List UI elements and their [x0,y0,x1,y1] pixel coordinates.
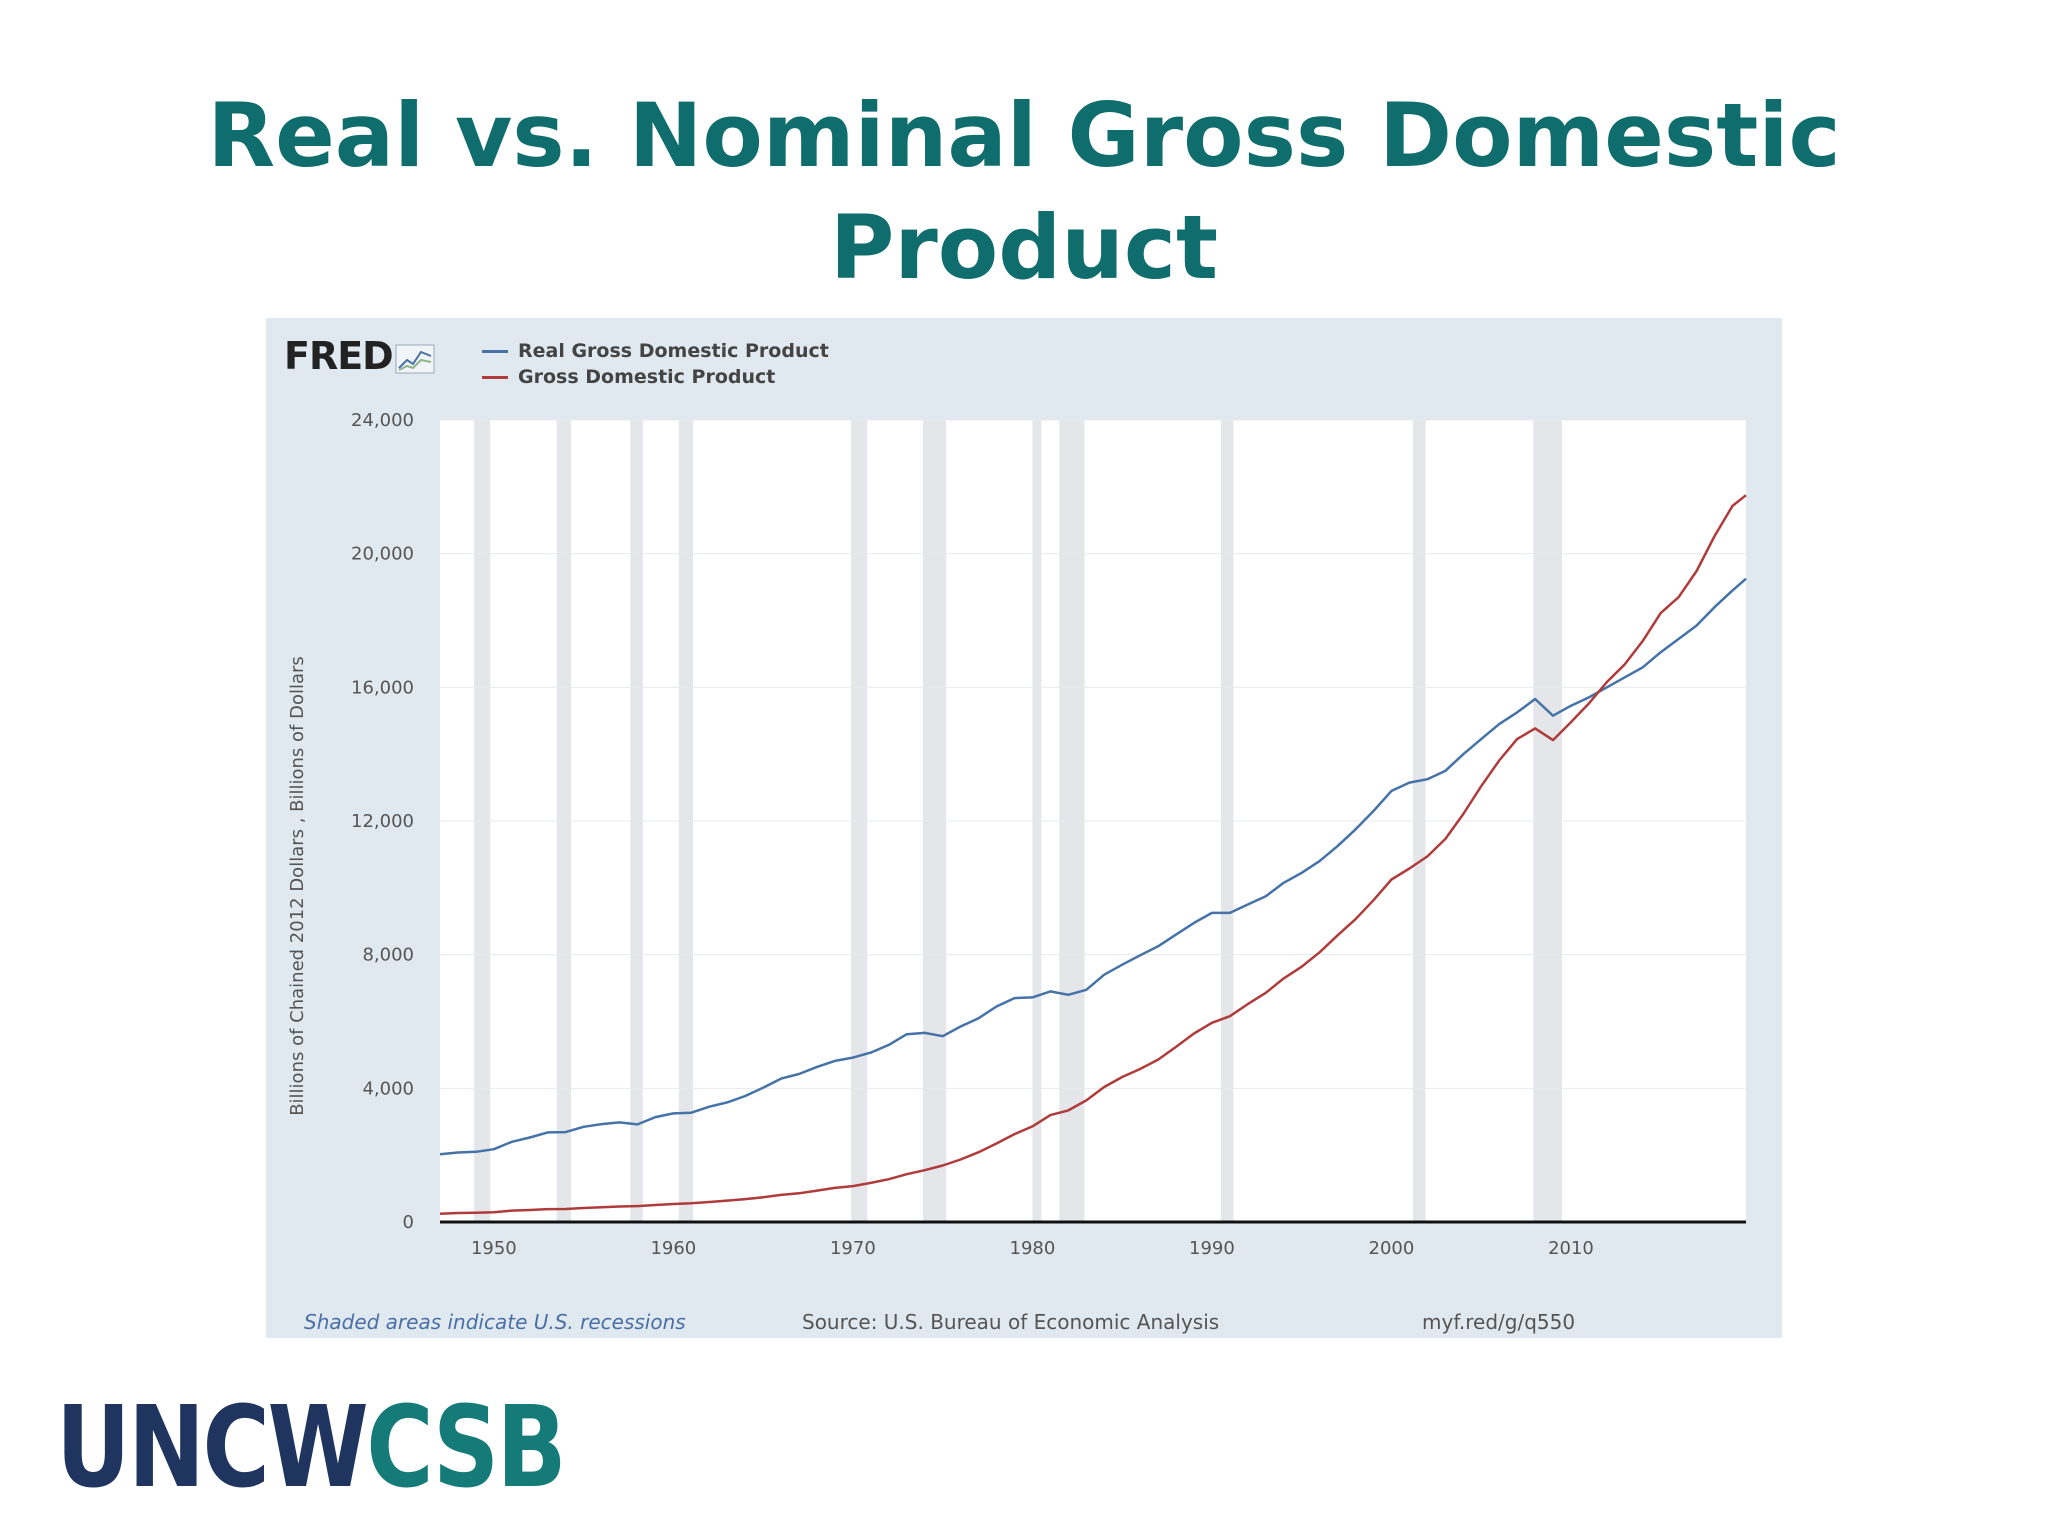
legend-label-real-gdp: Real Gross Domestic Product [518,340,829,362]
x-tick-label: 1980 [1010,1238,1056,1259]
legend-swatch-nominal-gdp [482,375,508,379]
y-axis-label: Billions of Chained 2012 Dollars , Billi… [287,656,308,1116]
x-tick-label: 1990 [1189,1238,1235,1259]
series-line-nominal-gdp [439,494,1747,1216]
x-tick-label: 2000 [1369,1238,1415,1259]
y-tick-label: 8,000 [362,945,414,966]
fred-graph-icon [395,344,435,373]
x-tick-label: 1970 [830,1238,876,1259]
legend-label-nominal-gdp: Gross Domestic Product [518,366,776,388]
y-tick-label: 16,000 [351,677,414,698]
chart-panel: 0 4,000 8,000 12,000 16,000 20,000 24,000 1950 1… [266,318,1782,1338]
y-tick-label: 24,000 [351,410,414,431]
legend-swatch-real-gdp [482,349,508,353]
source-note: Source: U.S. Bureau of Economic Analysis [802,1310,1220,1334]
chart-svg: 0 4,000 8,000 12,000 16,000 20,000 24,000 1950 1… [351,410,1747,1259]
x-tick-label: 1960 [650,1238,696,1259]
slide-title: Real vs. Nominal Gross Domestic Product [207,84,1841,299]
fred-logo-text: FRED [284,334,394,378]
series-line-real-gdp [439,577,1747,1156]
uncwcsb-logo: UNCWCSB [56,1392,567,1504]
x-tick-label: 2010 [1548,1238,1594,1259]
y-tick-label: 0 [403,1212,414,1233]
brand-uncw: UNCW [56,1383,369,1513]
chart-legend: Real Gross Domestic Product Gross Domest… [482,338,829,390]
fred-logo[interactable]: FRED [284,334,435,378]
y-tick-label: 12,000 [351,811,414,832]
x-tick-label: 1950 [471,1238,517,1259]
y-tick-label: 4,000 [362,1078,414,1099]
brand-csb: CSB [366,1383,566,1513]
y-tick-label: 20,000 [351,544,414,565]
recession-note: Shaded areas indicate U.S. recessions [304,1310,686,1334]
legend-item-nominal-gdp[interactable]: Gross Domestic Product [482,364,829,390]
short-link[interactable]: myf.red/g/q550 [1422,1310,1576,1334]
legend-item-real-gdp[interactable]: Real Gross Domestic Product [482,338,829,364]
